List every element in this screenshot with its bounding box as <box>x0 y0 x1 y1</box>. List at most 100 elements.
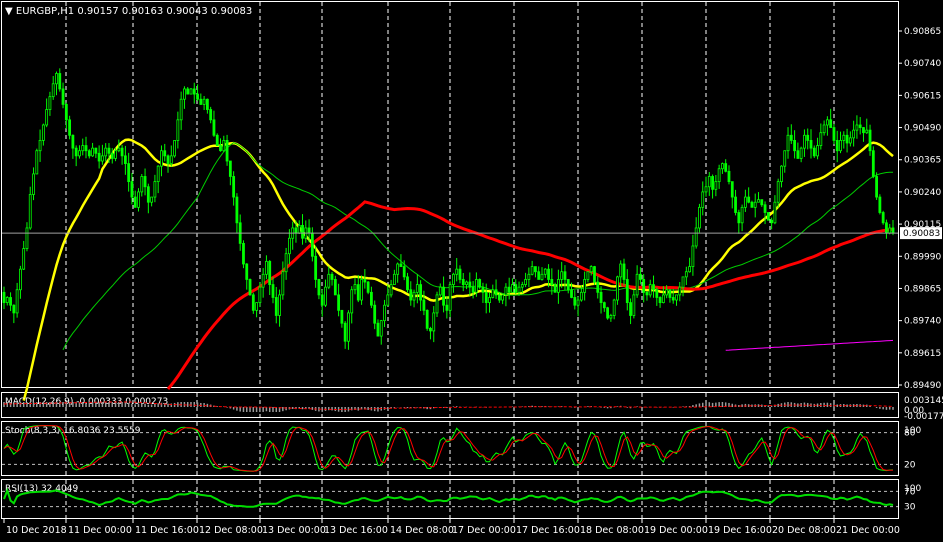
candle-body <box>373 304 377 324</box>
candle <box>474 272 478 297</box>
candle <box>38 129 42 162</box>
candle <box>209 106 213 124</box>
candle-body <box>183 88 186 100</box>
candle <box>445 296 449 319</box>
candle <box>373 300 377 330</box>
candle-body <box>543 268 547 275</box>
candle <box>730 181 734 209</box>
candle <box>287 229 291 265</box>
candle-body <box>612 299 616 316</box>
candle <box>639 267 642 285</box>
candle-body <box>488 297 491 304</box>
candle <box>458 265 462 284</box>
candle-body <box>448 284 452 311</box>
candle-body <box>48 96 52 110</box>
candle <box>205 98 209 114</box>
candle-body <box>41 124 45 141</box>
candle-body <box>337 294 341 311</box>
candle <box>402 260 406 281</box>
price-tick-label: 0.90365 <box>904 156 941 166</box>
time-tick-label: 21 Dec 00:00 <box>836 525 900 536</box>
candle <box>809 129 813 159</box>
indicator-tick-label: 70 <box>904 487 916 497</box>
candle <box>783 150 787 173</box>
candle <box>340 309 344 328</box>
candle <box>875 172 878 200</box>
candle <box>353 277 357 295</box>
candle-body <box>862 127 865 134</box>
candle-body <box>812 147 816 157</box>
candle-body <box>360 279 363 301</box>
candle-body <box>179 98 183 121</box>
candle <box>488 292 491 313</box>
candle-body <box>5 297 9 304</box>
candle-body <box>852 129 856 139</box>
candle-body <box>684 271 688 278</box>
candle <box>438 283 442 297</box>
candle <box>32 167 35 201</box>
candle <box>773 195 777 225</box>
candle <box>704 176 708 197</box>
candle <box>852 120 856 147</box>
candle-body <box>757 199 760 203</box>
candle-body <box>356 284 360 301</box>
symbol-header: ▼ EURGBP,H1 0.90157 0.90163 0.90043 0.90… <box>5 6 252 17</box>
candle <box>556 269 560 304</box>
candle <box>507 277 511 300</box>
candle-body <box>573 297 577 306</box>
candle <box>284 247 288 280</box>
candle-body <box>196 93 199 100</box>
candle-body <box>19 268 22 291</box>
candle <box>681 276 685 297</box>
candle <box>117 139 121 153</box>
candle-body <box>232 176 236 198</box>
candle-body <box>432 312 436 332</box>
indicator-panel: MACD(12,26,9) -0.000333 0.0002730.003145… <box>3 396 943 422</box>
candle-body <box>724 163 728 172</box>
candle <box>583 271 587 301</box>
candle-body <box>507 286 511 293</box>
candle <box>153 174 157 203</box>
candle-body <box>281 271 285 296</box>
candle <box>337 283 341 317</box>
candle-body <box>160 150 163 167</box>
candle-body <box>215 134 219 146</box>
candle <box>219 138 222 152</box>
candle-body <box>278 294 281 316</box>
candle-body <box>878 196 882 213</box>
candle <box>553 282 557 293</box>
candle <box>724 159 728 173</box>
candle <box>766 212 770 221</box>
candle-body <box>274 297 278 316</box>
candle-body <box>383 304 386 322</box>
current-price-box <box>900 227 942 240</box>
candle <box>812 145 816 158</box>
candle <box>166 154 170 173</box>
candle-body <box>248 279 252 296</box>
candle <box>734 189 737 216</box>
candle-body <box>25 227 29 249</box>
candle <box>376 319 380 337</box>
time-tick-label: 19 Dec 16:00 <box>708 525 772 536</box>
candle-body <box>789 134 793 141</box>
candle-body <box>150 196 154 203</box>
candle-body <box>133 196 137 208</box>
candle-body <box>839 140 842 152</box>
candle-body <box>265 261 268 275</box>
candle-body <box>530 266 534 275</box>
candle-body <box>540 273 544 280</box>
candle-body <box>658 297 662 304</box>
candle <box>107 143 111 164</box>
candle-body <box>409 289 413 301</box>
candle-body <box>596 281 600 293</box>
candle <box>871 146 875 179</box>
candle <box>389 279 393 298</box>
candle <box>452 272 455 293</box>
candle <box>68 115 72 140</box>
price-tick-label: 0.90615 <box>904 91 941 101</box>
candle-body <box>163 150 167 157</box>
candle <box>517 281 521 296</box>
candle-body <box>740 206 744 224</box>
candle <box>317 278 321 300</box>
candle-body <box>491 289 495 298</box>
